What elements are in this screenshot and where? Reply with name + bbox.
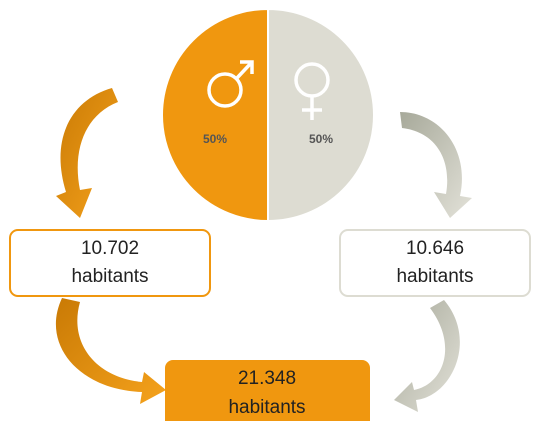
slice-label: 50% [309,132,333,146]
slice-label: 50% [203,132,227,146]
arrow [55,298,166,404]
arrow [56,88,118,218]
pie-slice [161,7,269,223]
arrow [394,300,460,412]
total-unit: habitants [228,397,305,418]
female-box [339,229,531,297]
female-unit: habitants [396,266,473,287]
male-box [9,229,211,297]
arrow [400,112,472,218]
pie-slice [267,7,375,223]
male-unit: habitants [71,266,148,287]
total-number: 21.348 [238,368,296,389]
male-symbol [207,60,254,108]
total-box [165,360,370,421]
female-symbol [294,62,330,120]
male-number: 10.702 [81,238,139,259]
pie: 50% 50% [161,7,375,223]
female-number: 10.646 [406,238,464,259]
